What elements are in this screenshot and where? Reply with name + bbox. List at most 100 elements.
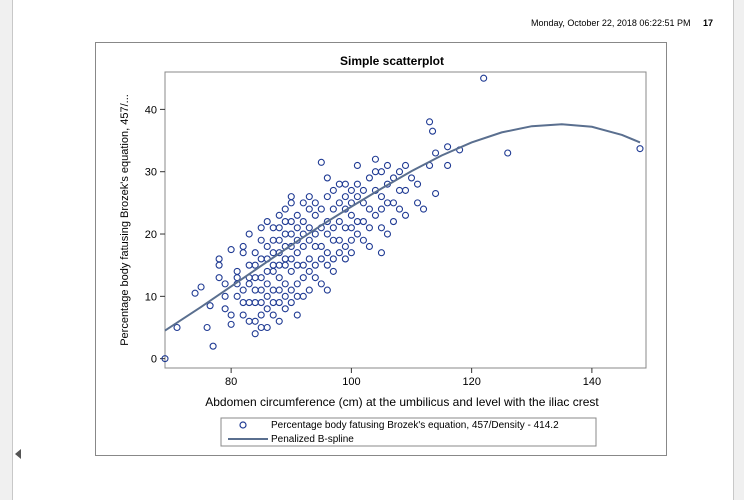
data-point	[311, 211, 319, 219]
data-point	[281, 205, 289, 213]
data-point	[245, 299, 253, 307]
data-point	[444, 161, 452, 170]
data-point	[239, 286, 247, 294]
y-axis-label: Percentage body fatusing Brozek's equati…	[119, 94, 131, 346]
data-point	[317, 242, 325, 251]
spline-line	[164, 123, 641, 332]
data-point	[413, 199, 422, 207]
data-point	[293, 224, 301, 232]
data-point	[365, 224, 373, 232]
data-point	[323, 249, 331, 257]
data-point	[444, 143, 452, 151]
data-point	[323, 174, 331, 182]
data-point	[299, 218, 307, 226]
data-point	[317, 158, 325, 166]
data-point	[329, 255, 337, 263]
data-point	[299, 242, 307, 251]
data-point	[305, 193, 313, 201]
data-point	[305, 205, 313, 213]
data-point	[329, 267, 337, 275]
data-point	[317, 280, 325, 288]
data-point	[311, 242, 319, 251]
data-point	[311, 230, 319, 238]
data-point	[329, 186, 337, 194]
data-point	[239, 311, 247, 319]
data-point	[215, 255, 223, 263]
data-point	[335, 199, 343, 207]
data-point	[275, 261, 283, 269]
data-point	[383, 161, 392, 170]
data-point	[251, 330, 259, 338]
data-point	[245, 230, 253, 238]
data-point	[239, 249, 247, 257]
data-point	[371, 211, 379, 219]
data-point	[251, 317, 259, 325]
data-point	[269, 311, 277, 319]
data-point	[269, 236, 277, 244]
data-point	[197, 283, 205, 291]
data-point	[173, 323, 181, 332]
data-point	[347, 236, 355, 244]
data-point	[245, 317, 253, 325]
data-point	[317, 255, 325, 263]
scatter-chart: Simple scatterplot 80 100 120 140010203040 …	[119, 54, 647, 447]
data-point	[263, 242, 271, 251]
data-point	[263, 305, 271, 313]
data-point	[383, 230, 392, 238]
scroll-left-icon[interactable]	[15, 449, 21, 459]
data-point	[353, 218, 361, 226]
data-point	[275, 299, 283, 307]
data-point	[257, 323, 265, 332]
data-point	[221, 280, 229, 288]
data-point	[305, 224, 313, 232]
page-header: Monday, October 22, 2018 06:22:51 PM 17	[13, 18, 713, 28]
chart-frame: Simple scatterplot 80 100 120 140 0 10 20 30 40 …	[95, 42, 667, 456]
data-point	[227, 246, 235, 254]
data-point	[221, 292, 229, 300]
data-point	[401, 186, 410, 194]
data-point	[293, 249, 301, 257]
data-point	[287, 230, 295, 238]
data-point	[347, 224, 355, 232]
x-tick-label: 80	[225, 376, 237, 388]
data-point	[233, 292, 241, 300]
plot-area	[164, 71, 647, 369]
data-point	[347, 186, 355, 194]
data-point	[432, 189, 440, 198]
data-point	[429, 127, 437, 135]
y-tick-label: 0	[151, 354, 157, 366]
data-point	[383, 199, 392, 207]
data-point	[293, 211, 301, 219]
data-point	[480, 74, 488, 82]
data-point	[275, 249, 283, 257]
data-point	[377, 249, 386, 257]
data-point	[389, 199, 398, 207]
data-point	[329, 224, 337, 232]
data-point	[341, 255, 349, 263]
data-point	[353, 161, 361, 170]
data-point	[377, 168, 386, 176]
x-axis-label: Abdomen circumference (cm) at the umbili…	[205, 395, 599, 409]
data-point	[287, 193, 295, 201]
data-point	[227, 320, 235, 328]
data-point	[323, 230, 331, 238]
timestamp: Monday, October 22, 2018 06:22:51 PM	[531, 18, 691, 28]
x-tick-label: 100	[342, 376, 360, 388]
data-point	[395, 186, 404, 194]
data-point	[305, 236, 313, 244]
data-points	[161, 74, 644, 363]
data-point	[275, 317, 283, 325]
data-point	[239, 299, 247, 307]
data-point	[293, 311, 301, 319]
data-point	[269, 286, 277, 294]
legend: Percentage body fatusing Brozek's equati…	[220, 417, 597, 447]
data-point	[269, 267, 277, 275]
data-point	[359, 236, 367, 244]
x-tick-label: 140	[583, 376, 601, 388]
y-tick-label: 10	[145, 291, 157, 303]
data-point	[323, 193, 331, 201]
data-point	[371, 155, 379, 163]
data-point	[257, 299, 265, 307]
data-point	[263, 323, 271, 332]
data-point	[395, 205, 404, 213]
